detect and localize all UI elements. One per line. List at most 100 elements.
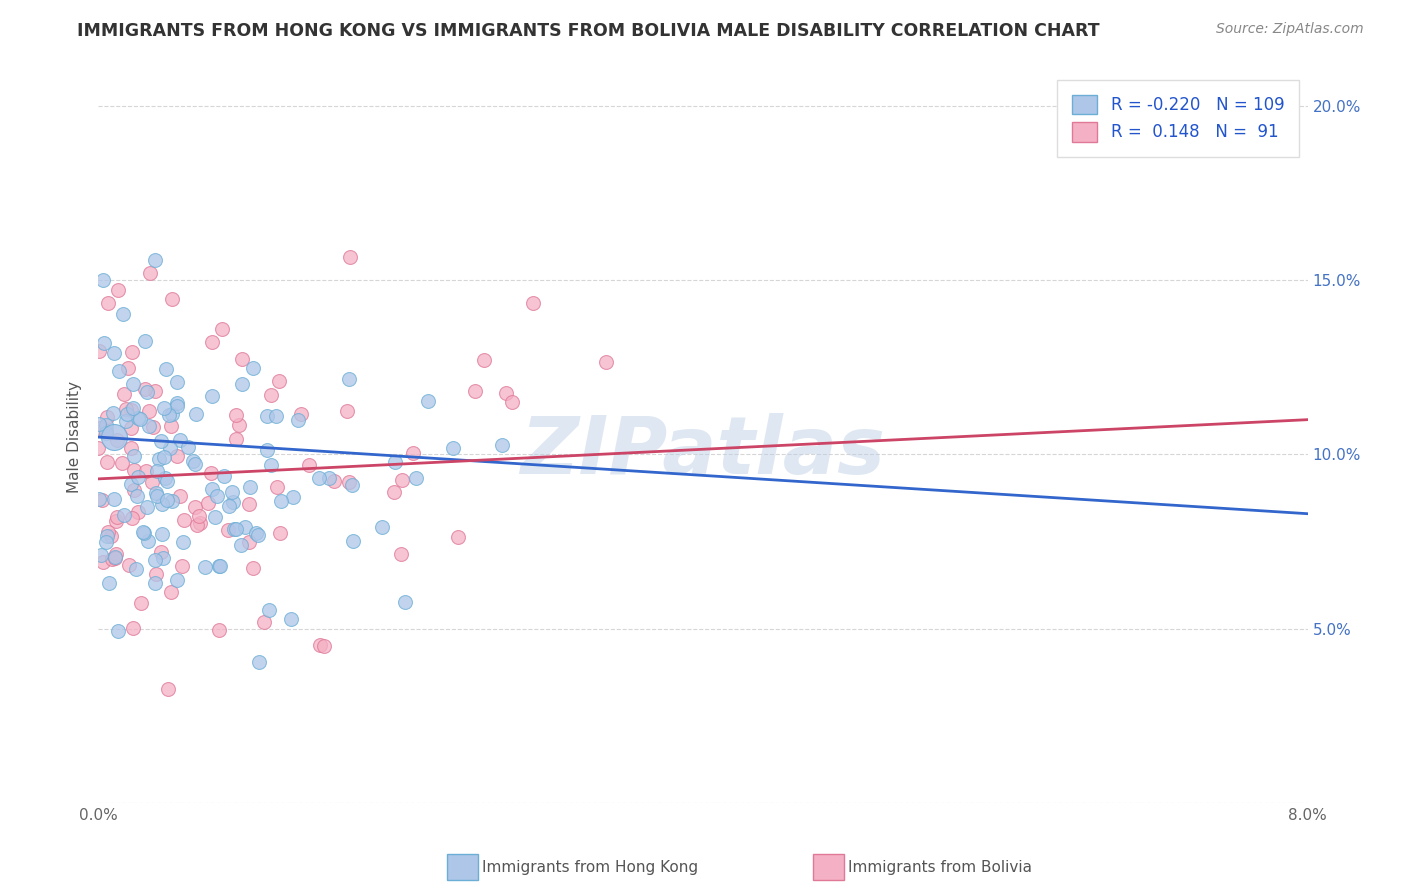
Point — [160, 408, 183, 422]
Point — [127, 505, 149, 519]
Point — [96, 534, 118, 549]
Point — [187, 508, 209, 523]
Point — [157, 409, 180, 423]
Point — [87, 492, 110, 507]
Text: Immigrants from Bolivia: Immigrants from Bolivia — [848, 860, 1032, 874]
Point — [107, 283, 129, 297]
Point — [370, 520, 392, 534]
Point — [146, 489, 169, 503]
Point — [103, 406, 125, 420]
Point — [201, 335, 224, 350]
Point — [135, 464, 157, 478]
Point — [166, 375, 188, 389]
Point — [267, 374, 290, 388]
Point — [118, 558, 141, 572]
Point — [228, 418, 250, 433]
Point — [90, 548, 112, 562]
Point — [152, 401, 174, 415]
Point — [124, 449, 146, 463]
Point — [225, 522, 247, 536]
Point — [382, 485, 405, 500]
Point — [405, 471, 427, 485]
Point — [217, 524, 239, 538]
Point — [239, 479, 262, 493]
Point — [138, 418, 160, 433]
Point — [318, 471, 340, 485]
Point — [156, 475, 179, 489]
Point — [132, 524, 155, 539]
Point — [160, 419, 183, 434]
Point — [136, 500, 159, 515]
Point — [105, 434, 128, 448]
Text: Source: ZipAtlas.com: Source: ZipAtlas.com — [1216, 22, 1364, 37]
Point — [184, 408, 207, 422]
Point — [93, 336, 115, 351]
Point — [125, 562, 148, 576]
Point — [322, 474, 344, 488]
Point — [270, 494, 292, 508]
Point — [225, 408, 247, 422]
Point — [145, 486, 167, 500]
Point — [169, 433, 191, 447]
Text: IMMIGRANTS FROM HONG KONG VS IMMIGRANTS FROM BOLIVIA MALE DISABILITY CORRELATION: IMMIGRANTS FROM HONG KONG VS IMMIGRANTS … — [77, 22, 1099, 40]
Point — [111, 307, 134, 321]
Point — [253, 615, 276, 629]
Point — [245, 525, 267, 540]
Point — [162, 292, 184, 306]
Point — [142, 419, 165, 434]
Point — [257, 603, 280, 617]
Point — [143, 384, 166, 399]
Point — [211, 321, 233, 335]
Point — [336, 404, 359, 418]
Point — [94, 417, 117, 432]
Point — [120, 421, 142, 435]
Point — [97, 295, 120, 310]
Point — [184, 458, 207, 472]
Point — [312, 640, 335, 654]
Point — [87, 441, 110, 455]
Point — [117, 360, 139, 375]
Point — [127, 410, 149, 425]
Point — [256, 443, 278, 458]
Point — [233, 519, 256, 533]
Point — [169, 489, 191, 503]
Point — [595, 355, 617, 369]
Point — [231, 376, 253, 391]
Point — [266, 480, 288, 494]
Point — [156, 681, 179, 696]
Text: ZIPatlas: ZIPatlas — [520, 413, 886, 491]
Point — [153, 450, 176, 465]
Point — [464, 384, 486, 398]
Point — [177, 441, 200, 455]
Point — [143, 575, 166, 590]
Point — [186, 517, 208, 532]
Point — [166, 395, 188, 409]
Point — [101, 552, 124, 566]
Point — [104, 549, 127, 564]
Point — [522, 296, 544, 310]
Point — [105, 547, 128, 561]
Y-axis label: Male Disability: Male Disability — [67, 381, 83, 493]
Point — [134, 525, 156, 540]
Point — [89, 417, 111, 431]
Point — [155, 362, 177, 376]
Point — [121, 345, 143, 359]
Point — [416, 394, 439, 409]
Text: Immigrants from Hong Kong: Immigrants from Hong Kong — [482, 860, 699, 874]
Point — [204, 510, 226, 524]
Point — [447, 530, 470, 544]
Point — [134, 334, 156, 348]
Point — [134, 382, 156, 396]
Point — [121, 377, 143, 392]
Point — [159, 441, 181, 455]
Point — [103, 491, 125, 506]
Point — [208, 559, 231, 574]
Point — [269, 525, 291, 540]
Point — [308, 638, 330, 652]
Point — [105, 514, 128, 528]
Point — [260, 458, 283, 472]
Point — [260, 388, 283, 402]
Point — [242, 561, 264, 575]
Point — [201, 389, 224, 403]
Point — [96, 529, 118, 543]
